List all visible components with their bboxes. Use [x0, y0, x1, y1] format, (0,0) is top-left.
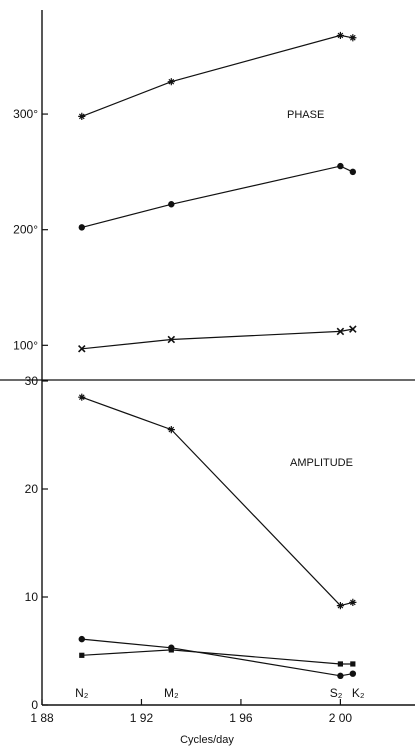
x-tick-label: 1 92 — [130, 711, 154, 725]
amplitude-series-1-point — [167, 426, 175, 434]
phase-series-1-point — [167, 78, 175, 86]
phase-series-2-line — [81, 165, 354, 228]
chart-frame — [0, 10, 415, 706]
phase-series-2-point — [349, 168, 357, 176]
phase-series-2-point — [78, 224, 85, 231]
phase-series-3-point — [78, 345, 86, 353]
constituent-label: N₂ — [75, 686, 89, 700]
amplitude-y-tick-label: 20 — [25, 482, 39, 496]
phase-series-1-point — [78, 112, 86, 120]
amplitude-series-3-point — [168, 647, 174, 653]
phase-panel: PHASE 100° 200° 300° — [13, 31, 357, 353]
constituent-label: M₂ — [164, 686, 179, 700]
x-tick-label: 1 96 — [229, 711, 253, 725]
amplitude-series-3-point — [79, 652, 85, 658]
amplitude-series-2-point — [337, 672, 344, 680]
amplitude-series-2-point — [78, 635, 85, 643]
phase-y-tick-label: 200° — [13, 223, 38, 237]
phase-series-2-point — [168, 201, 175, 208]
phase-series-1-point — [336, 31, 344, 40]
constituent-label: K₂ — [352, 686, 365, 700]
amplitude-series-1-line — [81, 396, 353, 607]
phase-series-2-point — [337, 162, 344, 170]
phase-series-3-point — [167, 335, 176, 344]
amplitude-series-2-point — [349, 670, 357, 677]
phase-series-1-line — [81, 34, 353, 117]
phase-y-tick-label: 300° — [13, 107, 38, 121]
amplitude-series-3-line — [81, 649, 353, 665]
amplitude-series-3-point — [350, 661, 356, 667]
x-axis-label: Cycles/day — [180, 734, 234, 746]
x-tick-label: 1 88 — [30, 711, 54, 725]
amplitude-y-tick-label: 0 — [31, 698, 38, 712]
amplitude-series-3-point — [337, 661, 343, 667]
x-tick-label: 2 00 — [329, 711, 353, 725]
amplitude-panel-title: AMPLITUDE — [290, 457, 353, 469]
constituent-label: S₂ — [330, 686, 343, 700]
amplitude-series-1-point — [349, 598, 357, 606]
amplitude-series-1-point — [336, 602, 344, 610]
amplitude-y-tick-label: 10 — [25, 590, 39, 604]
amplitude-panel: AMPLITUDE 0 10 20 30 1 88 1 92 1 96 2 00 N₂ M₂ S₂ K… — [25, 374, 365, 725]
phase-series-3-point — [336, 327, 345, 336]
phase-series-1-point — [349, 34, 357, 42]
phase-series-3-line — [81, 328, 353, 350]
phase-y-tick-label: 100° — [13, 338, 38, 352]
amplitude-series-2-line — [81, 638, 353, 677]
amplitude-y-tick-label: 30 — [25, 374, 39, 388]
amplitude-series-1-point — [78, 393, 86, 401]
phase-series-3-point — [349, 325, 357, 333]
phase-panel-title: PHASE — [287, 109, 324, 121]
